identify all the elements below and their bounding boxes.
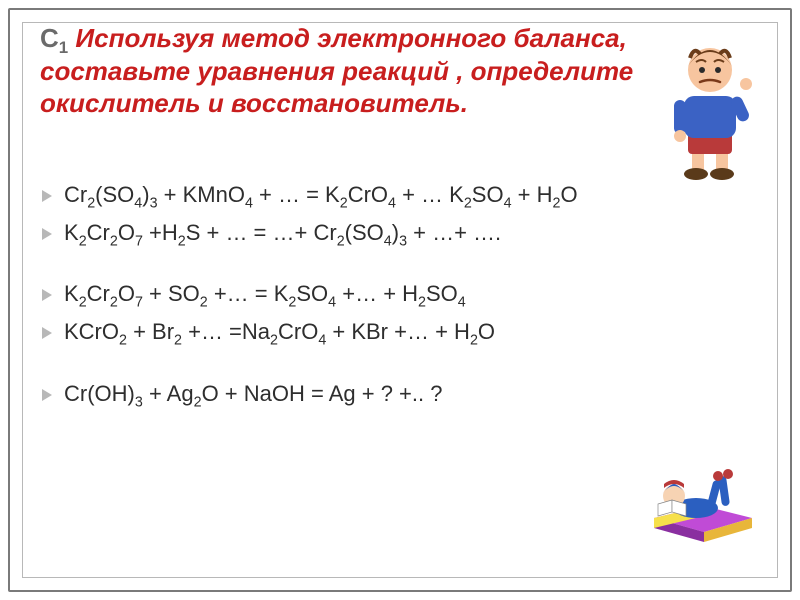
equation-line: Cr2(SO4)3 + KMnO4 + … = K2CrO4 + … K2SO4… xyxy=(40,180,670,210)
thinking-boy-icon xyxy=(660,40,760,180)
slide: С1 Используя метод электронного баланса,… xyxy=(0,0,800,600)
equations-list: Cr2(SO4)3 + KMnO4 + … = K2CrO4 + … K2SO4… xyxy=(40,180,670,416)
equation-gap xyxy=(40,255,670,279)
equation-line: K2Cr2O7 + SO2 +… = K2SO4 +… + H2SO4 xyxy=(40,279,670,309)
equation-line: Cr(OH)3 + Ag2O + NaOH = Ag + ? +.. ? xyxy=(40,379,670,409)
heading: С1 Используя метод электронного баланса,… xyxy=(40,22,680,120)
equation-line: K2Cr2O7 +H2S + … = …+ Cr2(SO4)3 + …+ …. xyxy=(40,218,670,248)
heading-prefix-sub: 1 xyxy=(59,38,68,57)
heading-rest: Используя метод электронного баланса, со… xyxy=(40,23,633,118)
heading-prefix: С1 xyxy=(40,23,68,53)
reading-on-book-icon xyxy=(648,452,758,542)
equation-line: KCrO2 + Br2 +… =Na2CrO4 + KBr +… + H2O xyxy=(40,317,670,347)
heading-prefix-letter: С xyxy=(40,23,59,53)
equation-gap xyxy=(40,355,670,379)
